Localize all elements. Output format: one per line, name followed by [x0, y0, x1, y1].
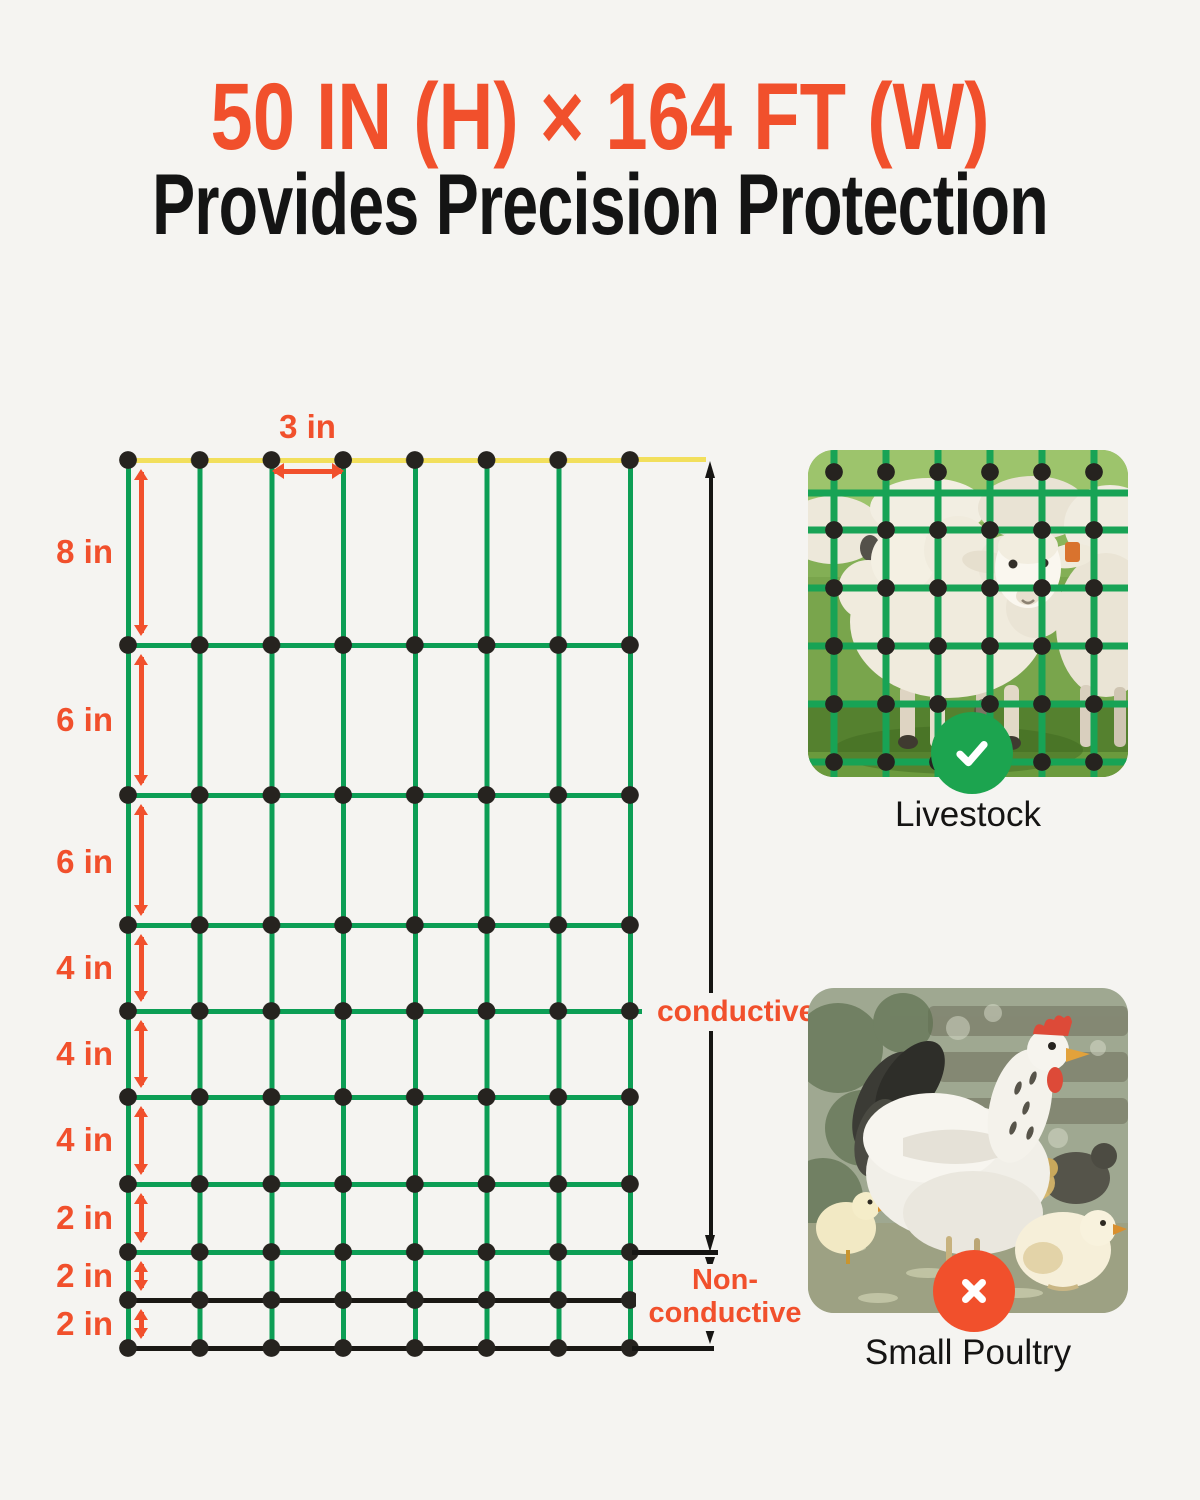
hen	[852, 1015, 1090, 1287]
fence-row	[116, 1085, 642, 1109]
dimension-arrow	[133, 1106, 150, 1175]
dimension-arrow	[133, 1309, 150, 1339]
small-poultry-label: Small Poultry	[864, 1333, 1072, 1372]
dimension-arrow-horizontal	[272, 463, 344, 479]
gap-label: 6 in	[56, 701, 113, 738]
fence-row	[116, 913, 642, 937]
fence-row	[116, 783, 642, 807]
annotation-tick	[632, 1346, 714, 1351]
chicken-photo	[808, 988, 1128, 1313]
dimension-arrow	[133, 1193, 150, 1243]
page-title: 50 IN (H) × 164 FT (W)	[210, 64, 990, 170]
dimension-arrow	[133, 654, 150, 786]
dimension-arrow	[133, 934, 150, 1002]
fence-vertical-strands	[125, 458, 634, 1350]
mesh-spacing-label: 3 in	[279, 408, 336, 445]
fence-row	[116, 633, 642, 657]
annotation-tick	[632, 1250, 718, 1255]
gap-label: 4 in	[56, 1035, 113, 1072]
small-poultry-photo-card	[808, 988, 1128, 1313]
conductive-label: conductive	[652, 993, 821, 1031]
non-conductive-label-line1: Non-	[691, 1264, 759, 1296]
check-badge	[931, 712, 1013, 794]
fence-row-conductive	[116, 999, 642, 1023]
check-icon	[956, 741, 988, 767]
dimension-arrow	[133, 469, 150, 636]
dimension-arrow	[133, 1020, 150, 1088]
fence-row-top-yellow	[116, 448, 642, 472]
foreground-chick	[1015, 1210, 1127, 1291]
gap-label: 4 in	[56, 949, 113, 986]
page-subtitle: Provides Precision Protection	[152, 157, 1049, 253]
gap-label: 8 in	[56, 533, 113, 570]
gap-label: 4 in	[56, 1121, 113, 1158]
non-conductive-label-line2: conductive	[648, 1297, 802, 1330]
fence-row	[116, 1240, 642, 1264]
cross-icon	[962, 1279, 986, 1303]
dimension-arrow	[133, 1261, 150, 1291]
gap-label: 2 in	[56, 1257, 113, 1294]
fence-row-non-conductive	[116, 1288, 642, 1312]
gap-label: 6 in	[56, 843, 113, 880]
dimension-arrow	[133, 804, 150, 916]
livestock-label: Livestock	[895, 795, 1041, 834]
non-conductive-arrowhead	[705, 1329, 715, 1344]
fence-row	[116, 1172, 642, 1196]
cross-badge	[933, 1250, 1015, 1332]
non-conductive-label: Non- conductive	[636, 1264, 814, 1331]
gap-label: 2 in	[56, 1305, 113, 1342]
livestock-photo-card	[808, 450, 1128, 777]
conductive-range-arrow	[702, 461, 719, 1252]
gap-label: 2 in	[56, 1199, 113, 1236]
fence-row-non-conductive	[116, 1336, 642, 1360]
top-strand-extension	[630, 457, 706, 462]
